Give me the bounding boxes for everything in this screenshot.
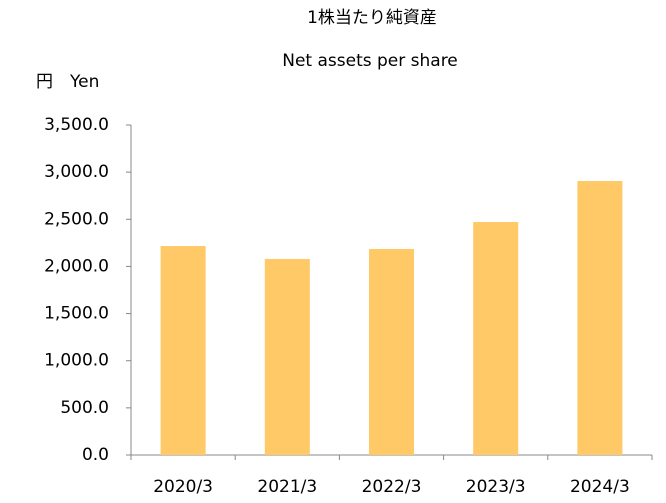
chart-subtitle: Net assets per share <box>282 51 458 71</box>
chart-title: 1株当たり純資産 <box>307 8 437 28</box>
bar <box>369 248 414 455</box>
x-tick-label: 2020/3 <box>153 477 213 497</box>
y-tick-label: 500.0 <box>60 398 109 418</box>
bar <box>160 246 206 455</box>
x-tick-label: 2023/3 <box>466 477 526 497</box>
y-axis-label: 円 Yen <box>36 72 99 92</box>
bar <box>473 222 519 455</box>
y-tick-label: 2,500.0 <box>44 209 109 229</box>
y-tick-label: 0.0 <box>82 445 109 465</box>
y-tick-label: 2,000.0 <box>44 256 109 276</box>
x-tick-label: 2021/3 <box>257 477 317 497</box>
y-tick-label: 3,000.0 <box>44 162 109 182</box>
bar <box>264 258 310 455</box>
bar <box>577 181 623 455</box>
y-tick-label: 1,500.0 <box>44 304 109 324</box>
x-tick-label: 2024/3 <box>570 477 630 497</box>
y-tick-label: 1,000.0 <box>44 351 109 371</box>
x-tick-label: 2022/3 <box>362 477 422 497</box>
y-tick-label: 3,500.0 <box>44 115 109 135</box>
